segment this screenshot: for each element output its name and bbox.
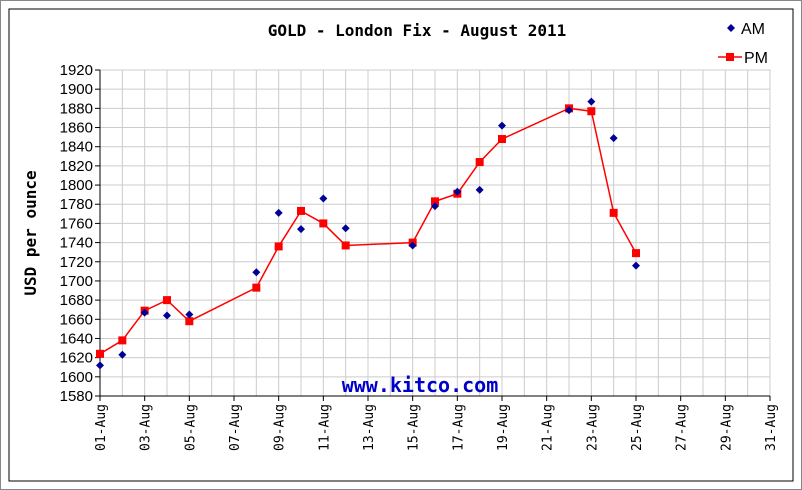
pm-point (341, 241, 350, 250)
y-tick-label: 1640 (60, 330, 93, 347)
am-point (297, 225, 305, 234)
pm-point (252, 283, 261, 292)
y-tick-label: 1600 (60, 369, 93, 386)
x-tick-label: 27-Aug (675, 404, 690, 451)
y-tick-label: 1800 (60, 177, 93, 194)
pm-point (431, 197, 439, 206)
y-tick-label: 1740 (60, 235, 93, 252)
x-tick-label: 17-Aug (451, 404, 466, 451)
am-point (140, 308, 149, 317)
x-tick-label: 23-Aug (585, 404, 600, 451)
x-tick-label: 29-Aug (719, 404, 734, 451)
pm-point (498, 135, 506, 144)
x-tick-label: 03-Aug (139, 404, 154, 451)
y-axis-label: USD per ounce (21, 170, 40, 295)
am-point (163, 311, 171, 320)
y-tick-label: 1720 (60, 254, 93, 271)
am-point (498, 121, 506, 130)
grid-lines (99, 69, 771, 397)
x-tick-label: 19-Aug (496, 404, 511, 451)
y-tick-label: 1700 (60, 273, 93, 290)
y-tick-label: 1780 (60, 196, 93, 213)
x-tick-label: 15-Aug (407, 404, 422, 451)
pm-point (96, 349, 104, 358)
y-tick-label: 1860 (60, 120, 93, 137)
am-point (453, 187, 462, 196)
am-point (118, 350, 127, 359)
x-tick-label: 11-Aug (317, 404, 332, 451)
y-tick-label: 1880 (60, 100, 93, 117)
am-point (319, 194, 328, 203)
x-axis-ticks: 01-Aug 03-Aug 05-Aug 07-Aug 09-Aug 11-Aug 13-A… (94, 395, 779, 451)
y-axis-ticks: 1580 1600 1620 1640 1660 1680 1700 1720 1740 1760… (60, 62, 101, 405)
pm-point (587, 107, 596, 116)
chart-title: GOLD - London Fix - August 2011 (268, 21, 567, 40)
am-point (431, 202, 439, 211)
legend: AM PM (718, 21, 768, 67)
am-point (565, 106, 573, 115)
am-point (632, 261, 640, 270)
y-tick-label: 1680 (60, 292, 93, 309)
pm-point (118, 336, 127, 345)
legend-am-label: AM (741, 21, 765, 38)
x-tick-label: 31-Aug (764, 404, 779, 451)
x-tick-label: 07-Aug (228, 404, 243, 451)
pm-point (475, 158, 484, 167)
am-point (274, 208, 283, 217)
legend-pm-marker (726, 53, 734, 61)
pm-point (632, 249, 640, 258)
pm-point (609, 208, 618, 217)
legend-pm-label: PM (744, 50, 768, 67)
am-point (609, 134, 618, 143)
series-am (96, 97, 640, 370)
am-point (587, 97, 596, 106)
x-tick-label: 09-Aug (273, 404, 288, 451)
am-point (252, 268, 261, 277)
y-tick-label: 1900 (60, 81, 93, 98)
x-tick-label: 01-Aug (94, 404, 109, 451)
x-tick-label: 21-Aug (541, 404, 556, 451)
am-point (408, 241, 417, 250)
y-tick-label: 1760 (60, 215, 93, 232)
x-tick-label: 13-Aug (362, 404, 377, 451)
am-point (341, 224, 350, 233)
legend-am-marker (727, 24, 735, 32)
pm-point (297, 206, 305, 215)
pm-point (274, 242, 283, 251)
x-tick-label: 05-Aug (183, 404, 198, 451)
y-tick-label: 1820 (60, 158, 93, 175)
am-point (185, 310, 194, 319)
am-point (96, 361, 104, 370)
y-tick-label: 1920 (60, 62, 93, 79)
pm-point (319, 219, 328, 228)
pm-point (185, 317, 194, 326)
y-tick-label: 1840 (60, 139, 93, 156)
pm-point (163, 296, 171, 305)
am-point (475, 185, 484, 194)
x-tick-label: 25-Aug (630, 404, 645, 451)
y-tick-label: 1660 (60, 311, 93, 328)
watermark-text: www.kitco.com (342, 373, 499, 397)
y-tick-label: 1620 (60, 350, 93, 367)
y-tick-label: 1580 (60, 388, 93, 405)
chart-border (8, 8, 794, 482)
